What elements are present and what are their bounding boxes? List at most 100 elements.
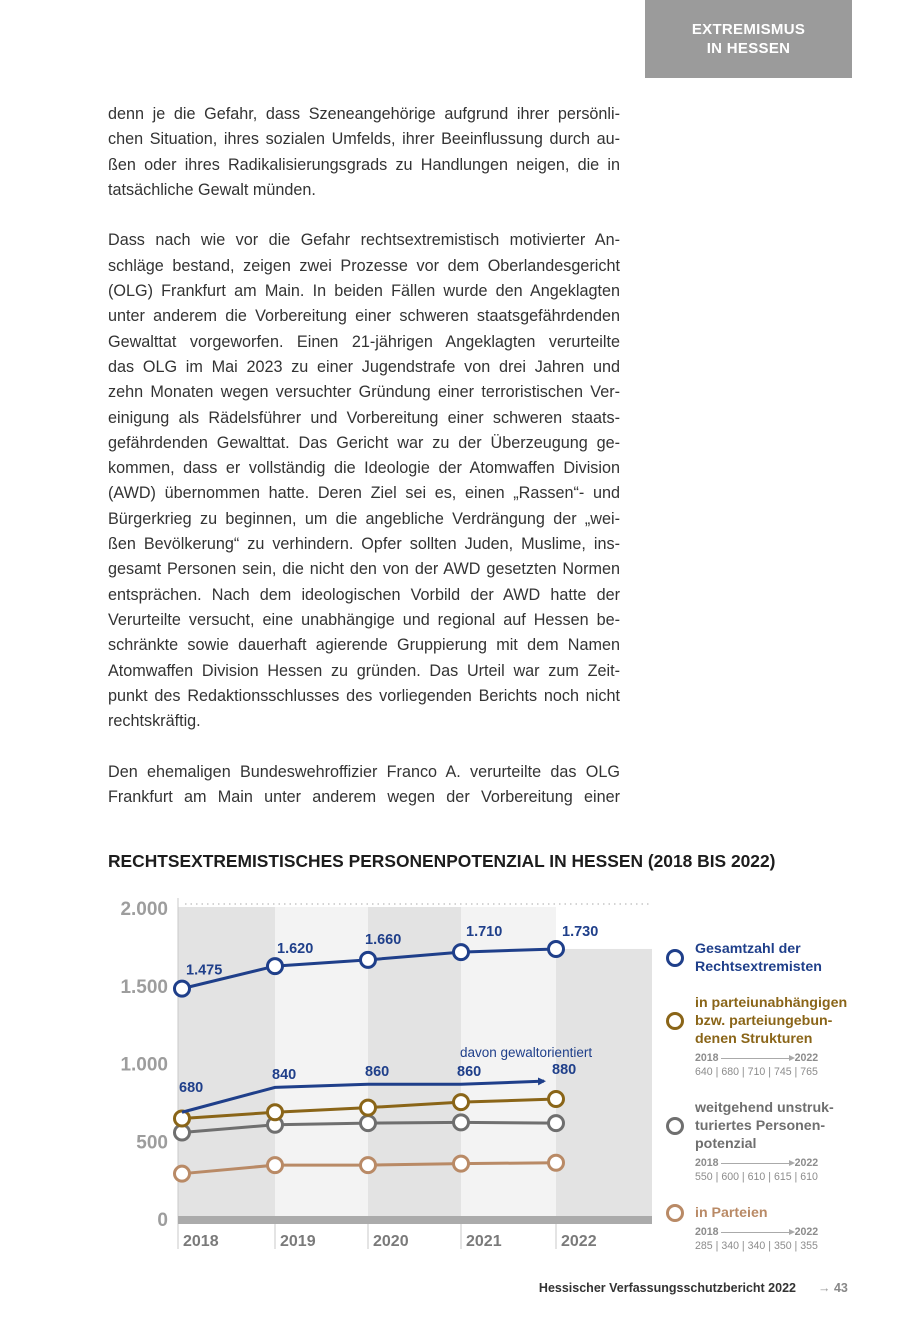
data-point	[359, 1156, 377, 1175]
legend-label: Gesamtzahl der	[695, 941, 801, 957]
data-point	[452, 943, 470, 962]
legend-range-start: 2018	[695, 1157, 719, 1169]
data-label-violent: 680	[179, 1080, 203, 1096]
legend-label: Rechtsextremisten	[695, 959, 822, 975]
legend-label: in parteiunabhängigen	[695, 995, 848, 1011]
text-line: kommen, dass er vollständig die Ideologi…	[108, 459, 620, 478]
column-band	[556, 948, 652, 1216]
data-point	[359, 950, 377, 969]
section-header-line2: IN HESSEN	[706, 40, 791, 57]
data-point	[452, 1113, 470, 1132]
data-label-total: 1.730	[562, 924, 598, 940]
legend-range-end: 2022	[794, 1052, 819, 1064]
data-label-total: 1.475	[186, 963, 222, 979]
text-line: gesamt Personen sein, die nicht den von …	[108, 560, 620, 579]
text-line: Gewalttat vorgeworfen. Einen 21-jährigen…	[108, 332, 620, 351]
legend-marker-circle-icon	[666, 1012, 684, 1030]
data-label-violent: 880	[552, 1062, 576, 1078]
text-line: Bürgerkrieg zu beginnen, um die angeblic…	[108, 509, 620, 528]
footer-report-title: Hessischer Verfassungsschutzbericht 2022	[538, 1281, 796, 1295]
data-point	[266, 957, 284, 976]
page-number-value: 43	[833, 1281, 848, 1295]
text-line: schränkte sowie dauerhaft agierende Grup…	[108, 636, 620, 655]
text-line: zehn Monaten wegen versuchter Gründung e…	[108, 383, 620, 402]
data-label-violent: 860	[365, 1064, 389, 1080]
y-tick-label: 1.500	[120, 977, 168, 998]
text-line: ßen Bevölkerung“ zu verhindern. Opfer so…	[108, 535, 620, 554]
legend-range-start: 2018	[695, 1226, 719, 1238]
data-point	[359, 1098, 377, 1117]
data-label-violent: 840	[272, 1067, 296, 1083]
data-point	[547, 1090, 565, 1109]
arrow-right-icon: →	[818, 1281, 831, 1295]
page-number: → 43	[818, 1281, 848, 1295]
arrow-right-icon	[720, 1159, 795, 1166]
text-line: Verurteilte versucht, eine unabhängige u…	[108, 610, 620, 629]
data-point	[173, 1164, 191, 1183]
x-tick-label: 2019	[280, 1233, 316, 1250]
text-line: denn je die Gefahr, dass Szeneangehörige…	[108, 105, 620, 123]
data-point	[547, 939, 565, 958]
section-header-line1: EXTREMISMUS	[691, 21, 806, 38]
data-point	[266, 1103, 284, 1122]
legend-range-start: 2018	[695, 1052, 719, 1064]
data-point	[547, 1153, 565, 1172]
legend-values: 550 | 600 | 610 | 615 | 610	[695, 1171, 818, 1183]
legend-range: 2018 2022	[695, 1156, 818, 1170]
text-line: (OLG) Frankfurt am Main. In beiden Fälle…	[108, 282, 620, 301]
paragraph: denn je die Gefahr, dass Szeneangehörige…	[108, 102, 620, 203]
legend-marker-circle-icon	[666, 949, 684, 967]
legend-label: weitgehend unstruk-	[695, 1100, 834, 1116]
legend-label: potenzial	[695, 1136, 757, 1152]
x-tick-label: 2018	[183, 1233, 219, 1250]
data-point	[173, 979, 191, 998]
text-line: Den ehemaligen Bundeswehroffizier Franco…	[108, 762, 620, 781]
data-label-total: 1.620	[277, 941, 313, 957]
text-line: entsprächen. Nach dem ideologischen Vorb…	[108, 585, 620, 604]
column-band	[461, 907, 556, 1216]
data-point	[547, 1114, 565, 1133]
chart-title: RECHTSEXTREMISTISCHES PERSONENPOTENZIAL …	[108, 851, 776, 871]
text-line: einigung als Rädelsführer und Vorbereitu…	[108, 408, 620, 427]
paragraph: Dass nach wie vor die Gefahr rechtsextre…	[108, 228, 620, 734]
legend-values: 285 | 340 | 340 | 350 | 355	[695, 1240, 818, 1252]
text-line: Frankfurt am Main unter anderem wegen de…	[108, 788, 620, 807]
legend-marker-circle-icon	[666, 1204, 684, 1222]
text-line: (AWD) übernommen hatte. Deren Ziel sei e…	[108, 484, 620, 503]
legend-range-end: 2022	[794, 1226, 819, 1238]
legend-label: turiertes Personen-	[695, 1118, 826, 1134]
series-line-gewaltorientiert	[181, 1077, 546, 1114]
arrow-right-icon	[720, 1228, 795, 1235]
legend-values: 640 | 680 | 710 | 745 | 765	[695, 1066, 818, 1078]
arrow-right-icon	[720, 1054, 795, 1061]
x-axis-baseline	[178, 1216, 652, 1224]
section-header: EXTREMISMUS IN HESSEN	[645, 0, 852, 78]
data-label-violent: 860	[457, 1064, 481, 1080]
text-line: ßen oder ihres Radikalisierungsgrads zu …	[108, 155, 620, 174]
text-line: chen Situation, ihres sozialen Umfelds, …	[108, 130, 620, 149]
text-line: punkt des Redaktionsschlusses des vorlie…	[108, 686, 620, 705]
paragraph: Den ehemaligen Bundeswehroffizier Franco…	[108, 760, 620, 811]
y-tick-label: 0	[157, 1210, 168, 1231]
text-line: gefährdenden Gewalttat. Das Gericht war …	[108, 433, 620, 452]
text-line: Dass nach wie vor die Gefahr rechtsextre…	[108, 231, 620, 250]
x-tick-label: 2022	[561, 1233, 597, 1250]
text-line: das OLG im Mai 2023 zu einer Jugendstraf…	[108, 357, 620, 376]
text-line: rechtskräftig.	[108, 712, 201, 731]
text-line: tatsächliche Gewalt münden.	[108, 180, 316, 199]
legend-label: denen Strukturen	[695, 1031, 813, 1047]
data-label-total: 1.660	[365, 932, 401, 948]
legend-range: 2018 2022	[695, 1051, 818, 1065]
data-point	[359, 1114, 377, 1133]
text-line: schläge bestand, zeigen zwei Prozesse vo…	[108, 256, 620, 275]
data-point	[173, 1109, 191, 1128]
data-point	[452, 1093, 470, 1112]
legend-range: 2018 2022	[695, 1225, 818, 1239]
x-tick-label: 2021	[466, 1233, 502, 1250]
y-tick-label: 2.000	[120, 899, 168, 920]
data-point	[452, 1154, 470, 1173]
data-point	[266, 1156, 284, 1175]
text-line: unter anderem die Vorbereitung einer sch…	[108, 307, 620, 326]
legend-label: in Parteien	[695, 1205, 768, 1221]
y-tick-label: 500	[136, 1132, 168, 1153]
